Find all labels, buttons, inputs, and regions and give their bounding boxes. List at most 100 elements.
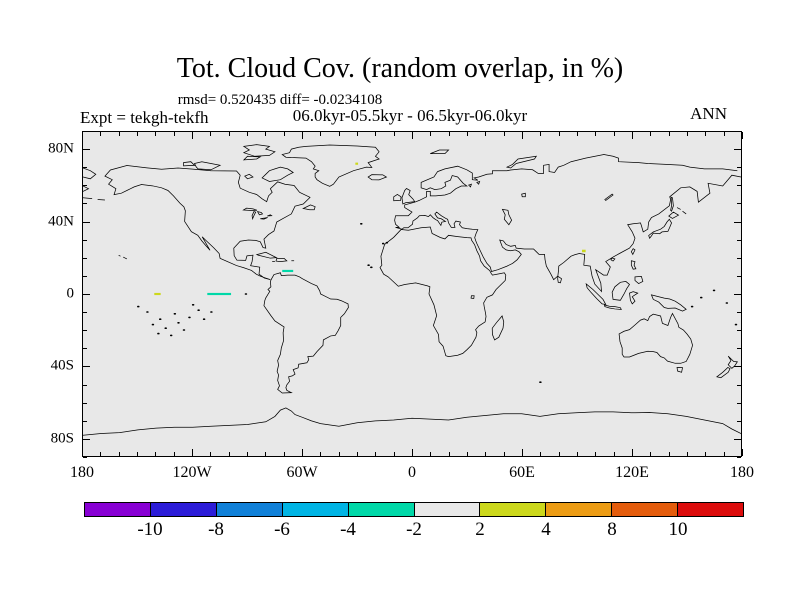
lon-tick-label: 60E <box>509 464 535 481</box>
lat-tick-mark <box>83 457 87 458</box>
anomaly-patch <box>207 292 232 296</box>
lon-tick-mark <box>595 132 596 136</box>
lon-tick-mark <box>614 132 615 136</box>
lon-tick-mark <box>614 452 615 456</box>
lat-tick-mark <box>737 131 741 132</box>
lon-tick-mark <box>669 132 670 136</box>
lat-tick-mark <box>83 294 90 295</box>
lat-tick-mark <box>737 385 741 386</box>
lon-tick-mark <box>192 132 193 139</box>
lat-tick-mark <box>83 439 90 440</box>
lon-tick-mark <box>155 132 156 136</box>
lon-tick-mark <box>430 132 431 136</box>
lon-tick-mark <box>449 452 450 456</box>
anomaly-patch <box>355 162 359 165</box>
island-and-lake-outlines <box>83 145 737 378</box>
lon-tick-mark <box>320 132 321 136</box>
colorbar-label: -10 <box>137 519 163 540</box>
colorbar <box>84 502 744 517</box>
lon-tick-mark <box>119 132 120 136</box>
lon-tick-mark <box>430 452 431 456</box>
lat-tick-mark <box>83 421 87 422</box>
lat-tick-mark <box>737 348 741 349</box>
lat-tick-mark <box>734 149 741 150</box>
lon-tick-mark <box>137 452 138 456</box>
lon-tick-mark <box>357 132 358 136</box>
lon-tick-mark <box>705 132 706 136</box>
lat-tick-mark <box>737 167 741 168</box>
lon-tick-mark <box>155 452 156 456</box>
lon-tick-label: 180 <box>70 464 94 481</box>
colorbar-label: -8 <box>208 519 224 540</box>
lon-tick-mark <box>742 132 743 139</box>
lat-tick-mark <box>737 276 741 277</box>
colorbar-segment <box>281 503 348 516</box>
lat-tick-mark <box>737 330 741 331</box>
lon-tick-mark <box>724 132 725 136</box>
lon-tick-mark <box>339 132 340 136</box>
lon-tick-mark <box>504 132 505 136</box>
lon-tick-mark <box>137 132 138 136</box>
world-map-svg <box>83 132 741 456</box>
lon-tick-mark <box>540 452 541 456</box>
lon-tick-label: 120W <box>172 464 212 481</box>
lon-tick-mark <box>375 452 376 456</box>
lon-tick-mark <box>687 452 688 456</box>
colorbar-segment <box>347 503 414 516</box>
lon-tick-mark <box>247 132 248 136</box>
lat-tick-mark <box>83 258 87 259</box>
colorbar-label: 8 <box>607 519 617 540</box>
lon-tick-mark <box>394 132 395 136</box>
lat-tick-mark <box>83 276 87 277</box>
lon-tick-mark <box>265 452 266 456</box>
anomaly-patch <box>581 249 586 253</box>
lat-tick-label: 40S <box>50 357 74 374</box>
lat-tick-mark <box>83 403 87 404</box>
lon-tick-mark <box>394 452 395 456</box>
lat-tick-mark <box>83 330 87 331</box>
lat-tick-mark <box>83 240 87 241</box>
lon-tick-mark <box>687 132 688 136</box>
lon-tick-mark <box>559 452 560 456</box>
lon-tick-mark <box>82 132 83 139</box>
colorbar-segment <box>413 503 480 516</box>
lon-tick-mark <box>705 452 706 456</box>
lat-tick-mark <box>83 131 87 132</box>
figure-title: Tot. Cloud Cov. (random overlap, in %) <box>176 53 624 84</box>
lon-tick-mark <box>210 452 211 456</box>
lon-tick-mark <box>632 449 633 456</box>
lon-tick-mark <box>650 132 651 136</box>
colorbar-segment <box>545 503 612 516</box>
lat-tick-mark <box>83 222 90 223</box>
colorbar-label: 4 <box>541 519 551 540</box>
lat-tick-mark <box>83 366 90 367</box>
lat-tick-mark <box>737 457 741 458</box>
lat-tick-mark <box>83 203 87 204</box>
colorbar-segment <box>215 503 282 516</box>
lat-tick-mark <box>734 222 741 223</box>
lon-tick-mark <box>467 132 468 136</box>
lat-tick-label: 80S <box>50 430 74 447</box>
anomaly-patch <box>154 292 161 296</box>
lon-tick-mark <box>724 452 725 456</box>
lon-tick-mark <box>375 132 376 136</box>
lon-tick-mark <box>284 452 285 456</box>
season-label: ANN <box>690 104 727 123</box>
experiment-label: Expt = tekgh-tekfh <box>80 108 209 127</box>
anomaly-patches <box>154 162 586 296</box>
lon-tick-mark <box>504 452 505 456</box>
lon-tick-mark <box>412 132 413 139</box>
lon-tick-label: 60W <box>286 464 318 481</box>
lat-tick-mark <box>83 185 87 186</box>
lon-tick-label: 180 <box>730 464 754 481</box>
lon-tick-mark <box>229 132 230 136</box>
lon-tick-label: 0 <box>408 464 416 481</box>
lon-tick-mark <box>100 452 101 456</box>
lon-tick-mark <box>540 132 541 136</box>
colorbar-segment <box>149 503 216 516</box>
lon-tick-mark <box>339 452 340 456</box>
colorbar-segment <box>611 503 678 516</box>
lon-tick-mark <box>449 132 450 136</box>
lon-tick-mark <box>485 132 486 136</box>
lon-tick-mark <box>192 449 193 456</box>
